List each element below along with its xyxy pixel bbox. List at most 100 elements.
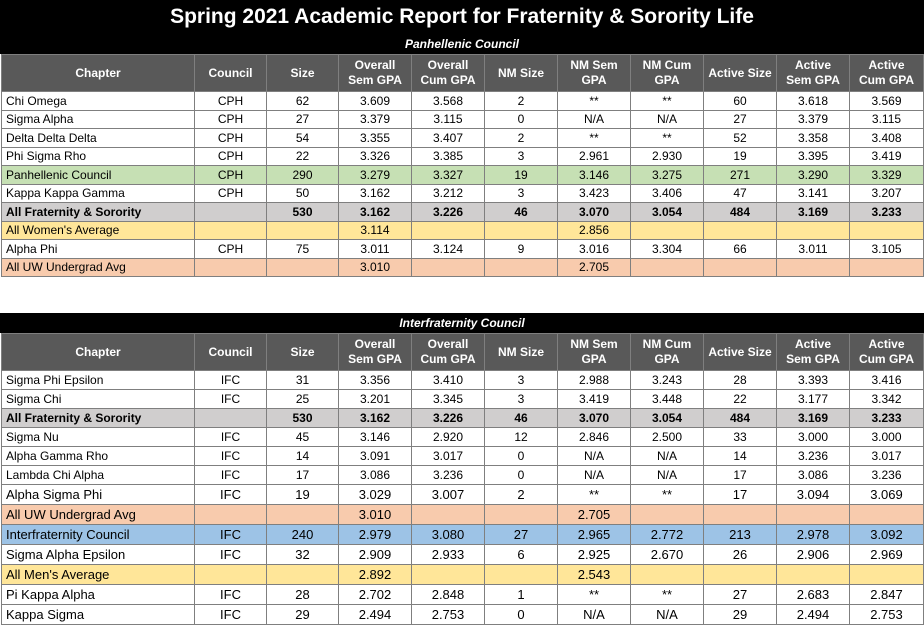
overall-sem-gpa-cell: 3.326 [338, 146, 412, 166]
nm-sem-gpa-cell: 3.070 [557, 408, 631, 428]
active-size-cell: 19 [703, 146, 777, 166]
table-row: All UW Undergrad Avg 3.010 2.705 [1, 257, 924, 277]
size-cell: 54 [266, 128, 339, 148]
table-row: Alpha Phi CPH 75 3.011 3.124 9 3.016 3.304 66 3.0… [1, 239, 924, 259]
col-header-nm-size: NM Size [484, 333, 558, 371]
size-cell [266, 220, 339, 240]
active-size-cell: 484 [703, 202, 777, 222]
active-size-cell: 14 [703, 446, 777, 466]
active-cum-gpa-cell: 2.969 [849, 544, 924, 565]
nm-sem-gpa-cell: N/A [557, 446, 631, 466]
table-row: Kappa Sigma IFC 29 2.494 2.753 0 N/A N/A 29 2.494… [1, 604, 924, 625]
chapter-cell: Panhellenic Council [1, 165, 195, 185]
council-cell: IFC [194, 370, 267, 390]
nm-sem-gpa-cell: N/A [557, 109, 631, 129]
active-size-cell: 17 [703, 484, 777, 505]
nm-sem-gpa-cell: 3.016 [557, 239, 631, 259]
overall-cum-gpa-cell [411, 220, 485, 240]
nm-cum-gpa-cell: ** [630, 91, 704, 111]
col-header-nm-sem-gpa: NM Sem GPA [557, 333, 631, 371]
col-header-nm-size: NM Size [484, 54, 558, 92]
col-header-council: Council [194, 54, 267, 92]
council-cell: IFC [194, 465, 267, 485]
nm-sem-gpa-cell: ** [557, 128, 631, 148]
nm-sem-gpa-cell: 2.846 [557, 427, 631, 447]
nm-sem-gpa-cell: 2.705 [557, 257, 631, 277]
header-row: Chapter Council Size Overall Sem GPA Ove… [1, 333, 924, 371]
chapter-cell: Sigma Nu [1, 427, 195, 447]
interfraternity-table-body: Sigma Phi Epsilon IFC 31 3.356 3.410 3 2.988 3.… [1, 370, 924, 625]
active-sem-gpa-cell: 3.290 [776, 165, 850, 185]
size-cell: 75 [266, 239, 339, 259]
active-size-cell: 66 [703, 239, 777, 259]
size-cell: 22 [266, 146, 339, 166]
nm-cum-gpa-cell: ** [630, 584, 704, 605]
nm-cum-gpa-cell: ** [630, 128, 704, 148]
section-title-panhellenic: Panhellenic Council [0, 34, 924, 54]
nm-sem-gpa-cell: 2.856 [557, 220, 631, 240]
nm-sem-gpa-cell: 2.925 [557, 544, 631, 565]
chapter-cell: All UW Undergrad Avg [1, 257, 195, 277]
overall-cum-gpa-cell: 3.407 [411, 128, 485, 148]
overall-cum-gpa-cell: 3.226 [411, 408, 485, 428]
overall-cum-gpa-cell: 2.920 [411, 427, 485, 447]
active-cum-gpa-cell: 3.329 [849, 165, 924, 185]
council-cell: CPH [194, 91, 267, 111]
nm-cum-gpa-cell: 3.243 [630, 370, 704, 390]
active-cum-gpa-cell: 3.408 [849, 128, 924, 148]
nm-cum-gpa-cell [630, 220, 704, 240]
active-sem-gpa-cell: 3.011 [776, 239, 850, 259]
active-size-cell: 47 [703, 183, 777, 203]
active-cum-gpa-cell: 3.207 [849, 183, 924, 203]
nm-size-cell: 2 [484, 484, 558, 505]
overall-cum-gpa-cell: 3.212 [411, 183, 485, 203]
nm-size-cell [484, 564, 558, 585]
chapter-cell: Pi Kappa Alpha [1, 584, 195, 605]
nm-size-cell: 9 [484, 239, 558, 259]
table-row: All UW Undergrad Avg 3.010 2.705 [1, 504, 924, 525]
active-sem-gpa-cell: 3.379 [776, 109, 850, 129]
council-cell: IFC [194, 427, 267, 447]
nm-size-cell [484, 504, 558, 525]
col-header-active-cum-gpa: Active Cum GPA [849, 54, 924, 92]
col-header-council: Council [194, 333, 267, 371]
overall-sem-gpa-cell: 3.355 [338, 128, 412, 148]
active-sem-gpa-cell: 3.169 [776, 408, 850, 428]
council-cell: CPH [194, 109, 267, 129]
size-cell: 31 [266, 370, 339, 390]
active-size-cell: 484 [703, 408, 777, 428]
nm-sem-gpa-cell: 3.146 [557, 165, 631, 185]
active-cum-gpa-cell: 2.753 [849, 604, 924, 625]
col-header-active-sem-gpa: Active Sem GPA [776, 333, 850, 371]
council-cell: IFC [194, 524, 267, 545]
overall-cum-gpa-cell: 3.007 [411, 484, 485, 505]
chapter-cell: Kappa Kappa Gamma [1, 183, 195, 203]
table-row: Sigma Chi IFC 25 3.201 3.345 3 3.419 3.448 22 3.1… [1, 389, 924, 409]
nm-cum-gpa-cell: 2.500 [630, 427, 704, 447]
council-cell [194, 202, 267, 222]
active-cum-gpa-cell: 3.342 [849, 389, 924, 409]
chapter-cell: All Women's Average [1, 220, 195, 240]
active-cum-gpa-cell: 3.569 [849, 91, 924, 111]
active-sem-gpa-cell: 3.169 [776, 202, 850, 222]
overall-sem-gpa-cell: 3.162 [338, 408, 412, 428]
overall-cum-gpa-cell: 3.385 [411, 146, 485, 166]
nm-size-cell: 27 [484, 524, 558, 545]
overall-cum-gpa-cell: 3.345 [411, 389, 485, 409]
size-cell: 240 [266, 524, 339, 545]
chapter-cell: Delta Delta Delta [1, 128, 195, 148]
table-row: All Women's Average 3.114 2.856 [1, 220, 924, 240]
chapter-cell: Alpha Sigma Phi [1, 484, 195, 505]
nm-cum-gpa-cell: 3.054 [630, 202, 704, 222]
active-size-cell: 52 [703, 128, 777, 148]
overall-cum-gpa-cell: 2.848 [411, 584, 485, 605]
council-cell [194, 504, 267, 525]
table-row: Panhellenic Council CPH 290 3.279 3.327 19 3.1… [1, 165, 924, 185]
nm-cum-gpa-cell [630, 564, 704, 585]
col-header-chapter: Chapter [1, 333, 195, 371]
size-cell: 19 [266, 484, 339, 505]
overall-sem-gpa-cell: 3.201 [338, 389, 412, 409]
active-sem-gpa-cell [776, 504, 850, 525]
nm-size-cell: 0 [484, 604, 558, 625]
active-size-cell: 28 [703, 370, 777, 390]
